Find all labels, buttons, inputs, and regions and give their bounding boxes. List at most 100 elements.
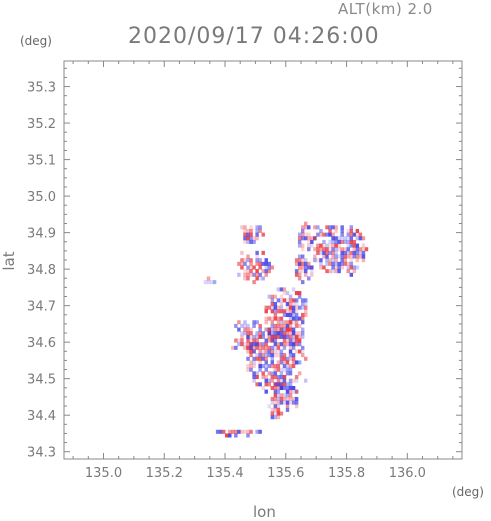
heatmap-cell	[325, 269, 329, 274]
heatmap-cell	[343, 254, 347, 259]
heatmap-cell	[243, 236, 247, 241]
heatmap-cell	[273, 385, 278, 391]
heatmap-cell	[240, 323, 244, 328]
heatmap-cell	[282, 345, 287, 350]
heatmap-cell	[246, 232, 250, 237]
heatmap-cell	[252, 349, 256, 354]
heatmap-cell	[282, 320, 287, 325]
heatmap-cell	[264, 345, 268, 350]
heatmap-cell	[264, 342, 268, 347]
heatmap-cell	[282, 327, 287, 332]
heatmap-cell	[264, 378, 268, 383]
heatmap-cell	[331, 254, 335, 259]
heatmap-cell	[307, 236, 311, 241]
heatmap-cell	[258, 331, 262, 336]
heatmap-cell	[249, 269, 253, 274]
heatmap-cell	[328, 258, 332, 263]
heatmap-cell	[246, 323, 250, 328]
heatmap-cell	[279, 298, 284, 303]
heatmap-cell	[316, 247, 320, 252]
heatmap-cell	[246, 334, 250, 339]
heatmap-cell	[273, 312, 278, 317]
heatmap-cell	[282, 378, 287, 383]
heatmap-cell	[355, 243, 360, 248]
heatmap-cell	[294, 320, 299, 325]
heatmap-cell	[279, 371, 284, 376]
heatmap-cell	[273, 371, 278, 376]
heatmap-cell	[225, 433, 229, 438]
heatmap-cell	[358, 232, 363, 237]
heatmap-cell	[249, 342, 253, 347]
heatmap-cell	[264, 261, 268, 266]
heatmap-cell	[243, 323, 247, 328]
heatmap-cell	[355, 258, 360, 263]
heatmap-cell	[352, 247, 357, 252]
heatmap-cell	[276, 309, 281, 314]
heatmap-cell	[237, 327, 241, 332]
heatmap-cell	[343, 261, 347, 266]
heatmap-cell	[361, 250, 366, 255]
heatmap-cell	[300, 320, 305, 325]
heatmap-cell	[270, 327, 275, 332]
heatmap-cell	[237, 320, 241, 325]
heatmap-cell	[243, 261, 247, 266]
heatmap-cell	[334, 269, 338, 274]
heatmap-cell	[340, 265, 344, 270]
heatmap-cell	[252, 236, 256, 241]
heatmap-cell	[276, 334, 281, 339]
heatmap-cell	[270, 316, 275, 321]
heatmap-cell	[258, 342, 262, 347]
heatmap-cell	[294, 305, 299, 310]
heatmap-cell	[282, 331, 287, 336]
heatmap-cell	[252, 239, 256, 244]
heatmap-cell	[297, 265, 302, 270]
heatmap-cell	[258, 429, 262, 434]
heatmap-cell	[246, 258, 250, 263]
heatmap-cell	[352, 250, 357, 255]
heatmap-cell	[279, 342, 284, 347]
heatmap-cell	[307, 232, 311, 237]
heatmap-cell	[243, 320, 247, 325]
heatmap-cell	[285, 356, 290, 361]
heatmap-cell	[340, 236, 344, 241]
heatmap-cell	[255, 272, 259, 277]
x-tick-label: 135.4	[206, 466, 243, 481]
heatmap-cell	[294, 331, 299, 336]
heatmap-cell	[270, 385, 275, 391]
heatmap-cell	[288, 331, 293, 336]
heatmap-cell	[325, 232, 329, 237]
heatmap-cell	[279, 334, 284, 339]
heatmap-cell	[340, 261, 344, 266]
heatmap-cell	[300, 243, 305, 248]
heatmap-cell	[264, 356, 268, 361]
heatmap-cell	[334, 261, 338, 266]
heatmap-cell	[249, 334, 253, 339]
heatmap-cell	[258, 356, 262, 361]
heatmap-cell	[304, 312, 308, 317]
heatmap-cell	[273, 389, 278, 394]
heatmap-cell	[255, 375, 259, 380]
heatmap-cell	[267, 404, 271, 409]
heatmap-cell	[276, 316, 281, 321]
heatmap-cell	[270, 327, 275, 332]
heatmap-cell	[267, 265, 271, 270]
heatmap-cell	[316, 258, 320, 263]
heatmap-cell	[270, 331, 275, 336]
heatmap-cell	[322, 254, 326, 259]
heatmap-cell	[276, 411, 281, 416]
heatmap-cell	[304, 301, 308, 307]
heatmap-cell	[231, 429, 235, 434]
heatmap-cell	[273, 411, 278, 416]
heatmap-cell	[285, 396, 290, 401]
heatmap-cell	[294, 334, 299, 339]
heatmap-cell	[282, 331, 287, 336]
heatmap-cell	[294, 298, 299, 303]
heatmap-cell	[258, 265, 262, 270]
heatmap-cell	[331, 250, 335, 255]
heatmap-cell	[258, 276, 262, 281]
heatmap-cell	[288, 334, 293, 339]
heatmap-cell	[294, 316, 299, 321]
heatmap-cell	[258, 327, 262, 332]
heatmap-cell	[316, 250, 320, 255]
heatmap-cell	[361, 243, 366, 248]
